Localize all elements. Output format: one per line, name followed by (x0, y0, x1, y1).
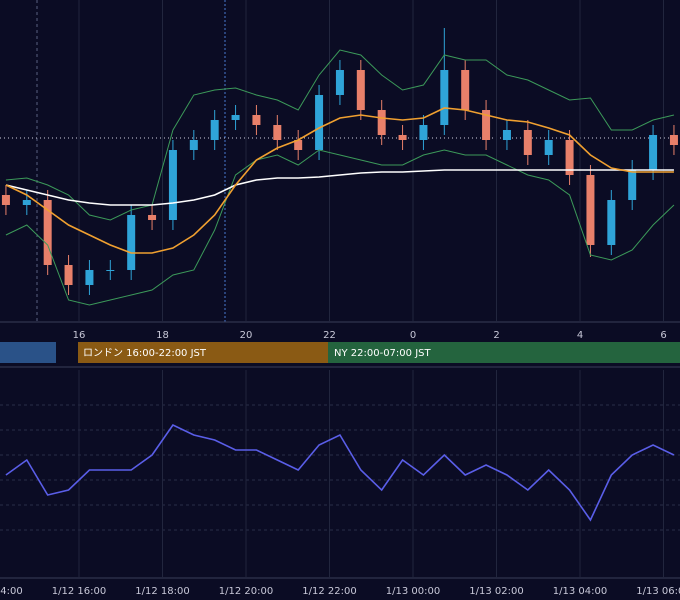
x-tick-label: 2 (493, 330, 499, 341)
candle-body (127, 215, 136, 270)
x-tick-label: 1/13 02:00 (469, 586, 523, 597)
candle-body (210, 120, 219, 140)
candle-body (189, 140, 198, 150)
candle-body (502, 130, 511, 140)
candle-body (148, 215, 157, 220)
candle-body (294, 140, 303, 150)
candle-body (628, 170, 637, 200)
x-tick-label: 6 (660, 330, 666, 341)
candle-body (252, 115, 261, 125)
decor (0, 0, 680, 579)
candle-body (22, 200, 31, 205)
x-tick-label: 1/12 18:00 (135, 586, 189, 597)
x-tick-label: 1/12 22:00 (302, 586, 356, 597)
series-line (5, 107, 674, 254)
candle-body (398, 135, 407, 140)
x-tick-label: 1/12 16:00 (52, 586, 106, 597)
candle-body (168, 150, 177, 220)
session-box (0, 342, 56, 363)
candle-body (377, 110, 386, 135)
x-tick-label: 4 (577, 330, 583, 341)
candle-body (649, 135, 658, 170)
x-tick-label: 20 (240, 330, 253, 341)
candle-body (461, 70, 470, 110)
candle-body (586, 175, 595, 245)
candle-body (669, 135, 678, 145)
candle-body (544, 140, 553, 155)
candle-body (315, 95, 324, 150)
x-tick-label: 16 (73, 330, 86, 341)
series-line (5, 169, 674, 206)
candle-body (482, 110, 491, 140)
x-tick-label: 0 (410, 330, 416, 341)
candle-body (231, 115, 240, 120)
candle-body (335, 70, 344, 95)
x-tick-label: 1/13 04:00 (553, 586, 607, 597)
x-tick-label: 1/12 14:00 (0, 586, 23, 597)
session-label: ロンドン 16:00-22:00 JST (83, 348, 207, 359)
session-box (328, 342, 680, 363)
candle-body (85, 270, 94, 285)
candle-body (523, 130, 532, 155)
x-tick-label: 1/13 06:00 (636, 586, 680, 597)
x-tick-label: 1/13 00:00 (386, 586, 440, 597)
x-tick-label: 1/12 20:00 (219, 586, 273, 597)
series-line (5, 149, 675, 306)
candle-body (607, 200, 616, 245)
series-line (5, 49, 675, 221)
x-tick-label: 18 (156, 330, 169, 341)
x-tick-label: 22 (323, 330, 336, 341)
candle-body (565, 140, 574, 175)
session-label: NY 22:00-07:00 JST (334, 348, 431, 359)
candle-body (440, 70, 449, 125)
candle-body (419, 125, 428, 140)
candle-body (64, 265, 73, 285)
candle-body (273, 125, 282, 140)
candle-body (1, 195, 10, 205)
session-box (78, 342, 328, 363)
candle-body (106, 270, 115, 271)
candle-body (356, 70, 365, 110)
candle-body (43, 200, 52, 265)
series-line (5, 423, 675, 522)
